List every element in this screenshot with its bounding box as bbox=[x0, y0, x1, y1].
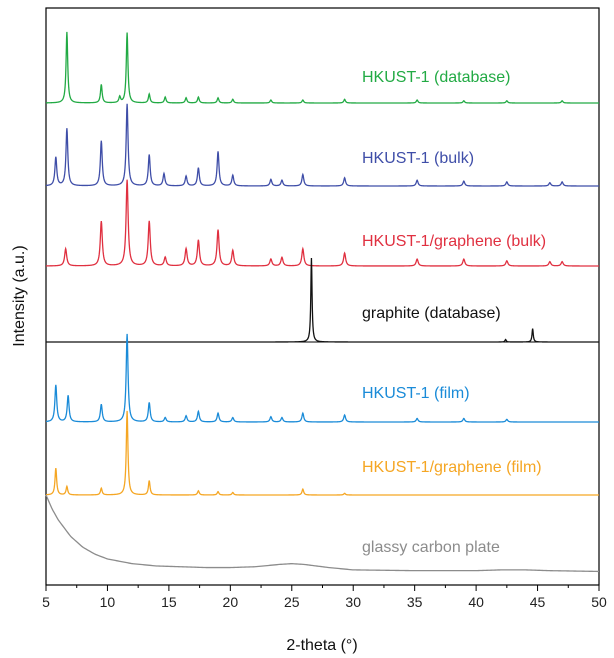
y-axis-title: Intensity (a.u.) bbox=[11, 245, 28, 346]
series-label-3: HKUST-1/graphene (bulk) bbox=[362, 233, 546, 250]
x-tick-label-40: 40 bbox=[468, 594, 484, 610]
x-tick-label-5: 5 bbox=[42, 594, 50, 610]
x-tick-label-25: 25 bbox=[284, 594, 300, 610]
x-tick-label-30: 30 bbox=[345, 594, 361, 610]
series-line-4 bbox=[46, 257, 599, 343]
x-tick-label-45: 45 bbox=[530, 594, 546, 610]
x-tick-label-20: 20 bbox=[223, 594, 239, 610]
series-label-4: graphite (database) bbox=[362, 305, 501, 322]
plot-frame bbox=[45, 7, 600, 586]
series-label-1: HKUST-1 (database) bbox=[362, 69, 511, 86]
x-axis-title: 2-theta (°) bbox=[286, 637, 357, 654]
series-layer bbox=[45, 31, 600, 573]
x-tick-label-15: 15 bbox=[161, 594, 177, 610]
x-axis-ticks: 5 10 15 20 25 30 35 40 45 50 bbox=[42, 585, 607, 610]
series-line-3 bbox=[45, 179, 599, 267]
series-label-7: glassy carbon plate bbox=[362, 539, 500, 556]
series-line-2 bbox=[45, 103, 599, 187]
x-tick-label-35: 35 bbox=[407, 594, 423, 610]
series-label-2: HKUST-1 (bulk) bbox=[362, 150, 474, 167]
series-labels: HKUST-1 (database) HKUST-1 (bulk) HKUST-1/… bbox=[362, 69, 546, 556]
series-label-6: HKUST-1/graphene (film) bbox=[362, 459, 542, 476]
series-line-6 bbox=[45, 410, 599, 496]
series-line-7 bbox=[45, 494, 600, 573]
x-tick-label-50: 50 bbox=[591, 594, 607, 610]
series-label-5: HKUST-1 (film) bbox=[362, 385, 470, 402]
series-line-1 bbox=[46, 31, 599, 104]
x-tick-label-10: 10 bbox=[100, 594, 116, 610]
series-line-5 bbox=[45, 333, 599, 423]
